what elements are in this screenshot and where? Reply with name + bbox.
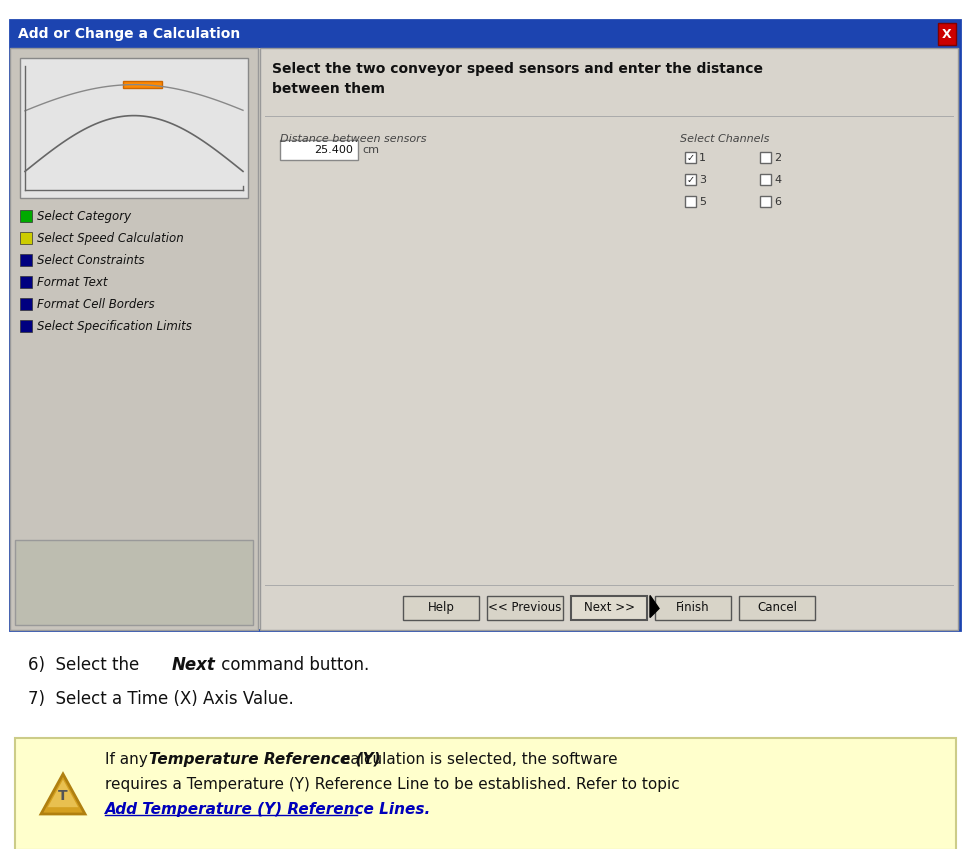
FancyBboxPatch shape	[655, 595, 731, 620]
Text: Format Text: Format Text	[37, 275, 108, 289]
FancyBboxPatch shape	[760, 174, 771, 185]
Text: Add Temperature (Y) Reference Lines.: Add Temperature (Y) Reference Lines.	[105, 802, 431, 817]
Text: 7)  Select a Time (X) Axis Value.: 7) Select a Time (X) Axis Value.	[28, 690, 294, 708]
FancyBboxPatch shape	[739, 595, 815, 620]
Text: Select Channels: Select Channels	[680, 134, 769, 144]
Text: Next >>: Next >>	[584, 601, 634, 614]
Text: Select Constraints: Select Constraints	[37, 254, 145, 267]
Text: 2: 2	[774, 153, 781, 162]
Text: 6: 6	[774, 196, 781, 206]
FancyBboxPatch shape	[20, 320, 32, 332]
FancyBboxPatch shape	[260, 48, 958, 630]
Text: Format Cell Borders: Format Cell Borders	[37, 297, 154, 311]
Text: Next: Next	[172, 656, 216, 674]
Text: Select the two conveyor speed sensors and enter the distance: Select the two conveyor speed sensors an…	[272, 62, 763, 76]
FancyBboxPatch shape	[10, 20, 960, 630]
FancyBboxPatch shape	[20, 58, 248, 198]
FancyBboxPatch shape	[487, 595, 563, 620]
Text: Add or Change a Calculation: Add or Change a Calculation	[18, 27, 240, 41]
FancyBboxPatch shape	[20, 210, 32, 222]
Text: calculation is selected, the software: calculation is selected, the software	[337, 752, 618, 767]
FancyBboxPatch shape	[10, 20, 960, 48]
Text: Help: Help	[427, 601, 454, 614]
FancyBboxPatch shape	[123, 82, 162, 88]
Text: Select Speed Calculation: Select Speed Calculation	[37, 232, 184, 245]
FancyBboxPatch shape	[20, 254, 32, 266]
Text: Select Category: Select Category	[37, 210, 131, 222]
Text: X: X	[942, 27, 952, 41]
Text: Temperature Reference (Y): Temperature Reference (Y)	[150, 752, 381, 767]
FancyBboxPatch shape	[10, 48, 258, 630]
FancyBboxPatch shape	[571, 595, 647, 620]
Text: 25.400: 25.400	[315, 145, 353, 155]
FancyBboxPatch shape	[685, 152, 696, 163]
Text: ✓: ✓	[686, 153, 694, 162]
Text: Distance between sensors: Distance between sensors	[280, 134, 426, 144]
FancyBboxPatch shape	[760, 196, 771, 207]
Text: << Previous: << Previous	[488, 601, 561, 614]
Polygon shape	[41, 774, 85, 814]
FancyBboxPatch shape	[403, 595, 479, 620]
Text: requires a Temperature (Y) Reference Line to be established. Refer to topic: requires a Temperature (Y) Reference Lin…	[105, 777, 680, 792]
Text: 4: 4	[774, 175, 781, 184]
Text: Finish: Finish	[676, 601, 710, 614]
Text: ✓: ✓	[686, 175, 694, 184]
Text: command button.: command button.	[216, 656, 369, 674]
FancyBboxPatch shape	[15, 540, 253, 625]
Text: 3: 3	[699, 175, 706, 184]
FancyBboxPatch shape	[280, 140, 358, 160]
FancyBboxPatch shape	[20, 276, 32, 288]
Text: between them: between them	[272, 82, 385, 96]
Text: T: T	[58, 789, 68, 803]
Text: cm: cm	[362, 145, 379, 155]
Polygon shape	[650, 595, 659, 617]
FancyBboxPatch shape	[685, 196, 696, 207]
FancyBboxPatch shape	[685, 174, 696, 185]
Text: Select Specification Limits: Select Specification Limits	[37, 319, 192, 333]
FancyBboxPatch shape	[20, 298, 32, 310]
FancyBboxPatch shape	[15, 738, 956, 849]
Text: Cancel: Cancel	[757, 601, 797, 614]
Text: If any: If any	[105, 752, 152, 767]
FancyBboxPatch shape	[760, 152, 771, 163]
FancyBboxPatch shape	[20, 232, 32, 244]
Text: 1: 1	[699, 153, 706, 162]
Polygon shape	[48, 779, 79, 807]
FancyBboxPatch shape	[938, 23, 956, 45]
Text: 6)  Select the: 6) Select the	[28, 656, 145, 674]
Text: 5: 5	[699, 196, 706, 206]
